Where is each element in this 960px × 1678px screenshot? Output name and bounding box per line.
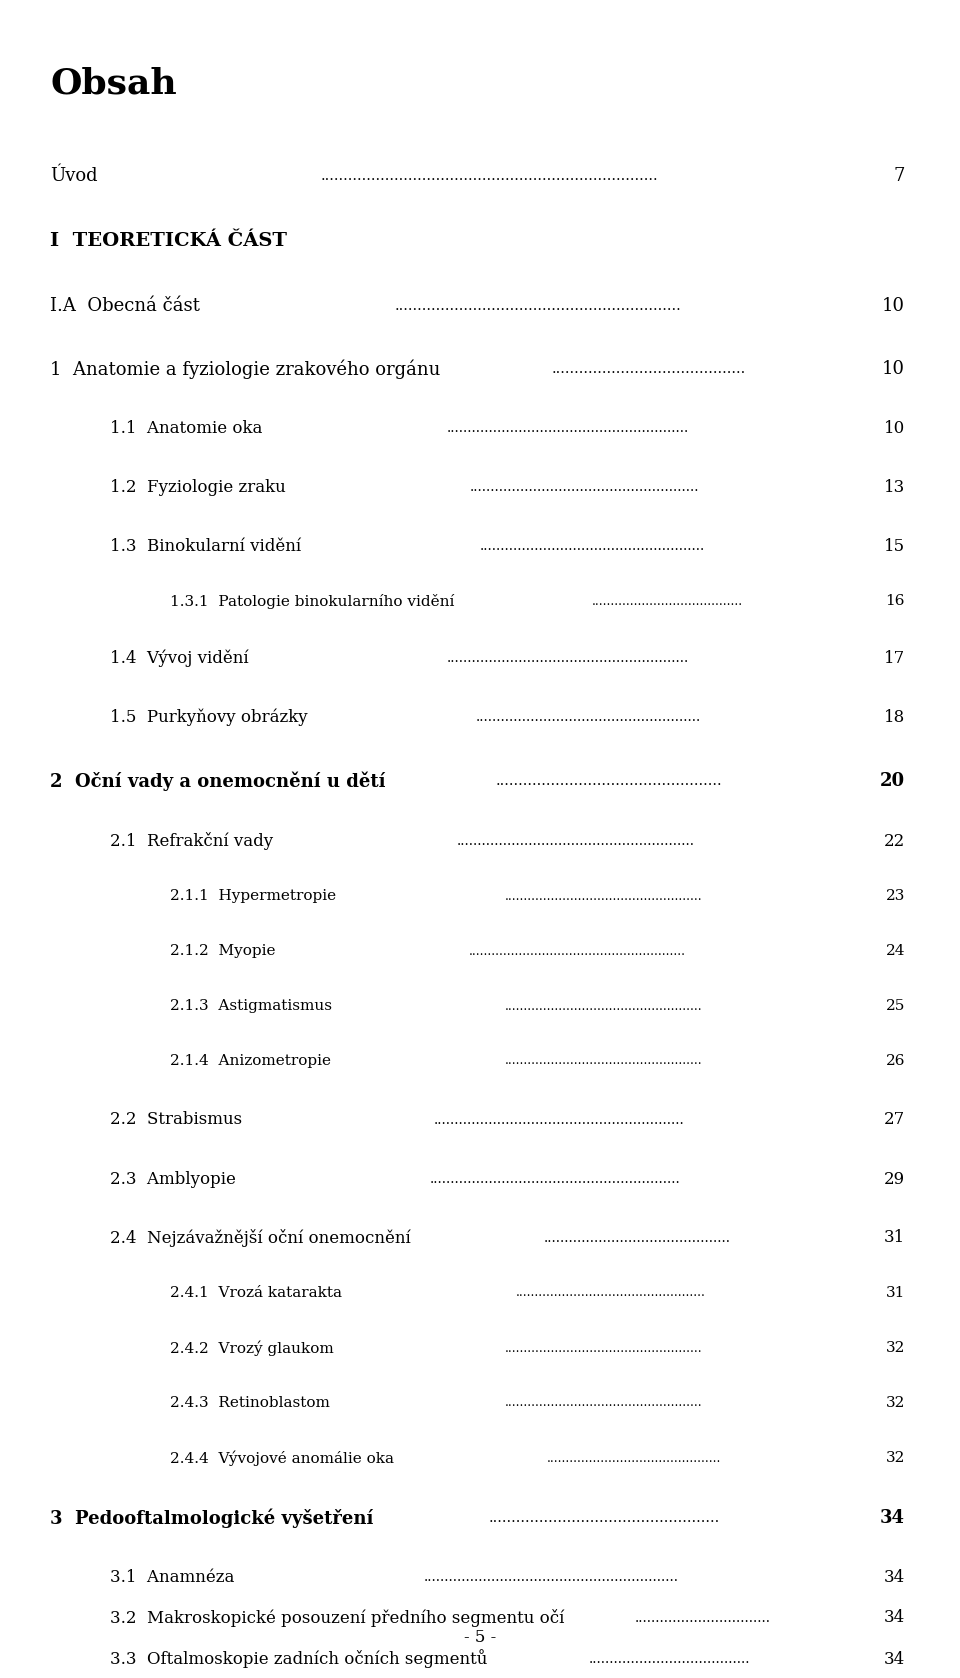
Text: 10: 10 bbox=[882, 361, 905, 378]
Text: 1.5  Purkyňovy obrázky: 1.5 Purkyňovy obrázky bbox=[110, 708, 307, 727]
Text: 25: 25 bbox=[886, 998, 905, 1014]
Text: .................................................: ........................................… bbox=[516, 1287, 707, 1299]
Text: 16: 16 bbox=[885, 594, 905, 607]
Text: ........................................................: ........................................… bbox=[457, 834, 695, 847]
Text: .................................................: ........................................… bbox=[495, 774, 723, 789]
Text: ..........................................: ........................................… bbox=[552, 362, 746, 376]
Text: 22: 22 bbox=[884, 832, 905, 849]
Text: .......................................: ....................................... bbox=[591, 594, 743, 607]
Text: .........................................................: ........................................… bbox=[446, 421, 689, 435]
Text: .........................................................................: ........................................… bbox=[321, 169, 659, 183]
Text: 18: 18 bbox=[884, 708, 905, 725]
Text: 10: 10 bbox=[882, 297, 905, 315]
Text: ...................................................: ........................................… bbox=[505, 889, 703, 903]
Text: 15: 15 bbox=[884, 537, 905, 554]
Text: 24: 24 bbox=[885, 945, 905, 958]
Text: 1.2  Fyziologie zraku: 1.2 Fyziologie zraku bbox=[110, 478, 286, 495]
Text: 7: 7 bbox=[894, 168, 905, 185]
Text: 2.4.4  Vývojové anomálie oka: 2.4.4 Vývojové anomálie oka bbox=[170, 1450, 394, 1467]
Text: 1.3.1  Patologie binokularního vidění: 1.3.1 Patologie binokularního vidění bbox=[170, 594, 454, 609]
Text: 2.1.2  Myopie: 2.1.2 Myopie bbox=[170, 945, 276, 958]
Text: 1.1  Anatomie oka: 1.1 Anatomie oka bbox=[110, 420, 262, 436]
Text: - 5 -: - 5 - bbox=[464, 1629, 496, 1646]
Text: 34: 34 bbox=[884, 1609, 905, 1626]
Text: ...........................................................: ........................................… bbox=[434, 1113, 684, 1128]
Text: 32: 32 bbox=[886, 1451, 905, 1465]
Text: Úvod: Úvod bbox=[50, 168, 98, 185]
Text: 2.4  Nejzávažnější oční onemocnění: 2.4 Nejzávažnější oční onemocnění bbox=[110, 1228, 411, 1247]
Text: 3.1  Anamnéza: 3.1 Anamnéza bbox=[110, 1569, 234, 1586]
Text: .............................................: ........................................… bbox=[546, 1451, 721, 1465]
Text: 1.3  Binokularní vidění: 1.3 Binokularní vidění bbox=[110, 537, 301, 554]
Text: ..................................................: ........................................… bbox=[489, 1510, 720, 1525]
Text: 13: 13 bbox=[884, 478, 905, 495]
Text: 2.2  Strabismus: 2.2 Strabismus bbox=[110, 1111, 242, 1129]
Text: 29: 29 bbox=[884, 1171, 905, 1188]
Text: 1.4  Vývoj vidění: 1.4 Vývoj vidění bbox=[110, 649, 249, 666]
Text: 2  Oční vady a onemocnění u dětí: 2 Oční vady a onemocnění u dětí bbox=[50, 772, 386, 790]
Text: ............................................................: ........................................… bbox=[424, 1571, 679, 1584]
Text: 31: 31 bbox=[884, 1230, 905, 1247]
Text: 2.1.3  Astigmatismus: 2.1.3 Astigmatismus bbox=[170, 998, 332, 1014]
Text: ...................................................: ........................................… bbox=[505, 1341, 703, 1354]
Text: ................................: ................................ bbox=[635, 1611, 770, 1624]
Text: I.A  Obecná část: I.A Obecná část bbox=[50, 297, 200, 315]
Text: 1  Anatomie a fyziologie zrakového orgánu: 1 Anatomie a fyziologie zrakového orgánu bbox=[50, 359, 441, 379]
Text: 34: 34 bbox=[884, 1569, 905, 1586]
Text: ......................................: ...................................... bbox=[588, 1653, 751, 1666]
Text: 2.1  Refrakční vady: 2.1 Refrakční vady bbox=[110, 832, 274, 851]
Text: ...................................................: ........................................… bbox=[505, 1054, 703, 1067]
Text: ......................................................: ........................................… bbox=[469, 480, 699, 493]
Text: 34: 34 bbox=[880, 1509, 905, 1527]
Text: 32: 32 bbox=[886, 1396, 905, 1410]
Text: Obsah: Obsah bbox=[50, 65, 177, 101]
Text: .........................................................: ........................................… bbox=[446, 651, 689, 664]
Text: 2.1.4  Anizometropie: 2.1.4 Anizometropie bbox=[170, 1054, 331, 1067]
Text: 2.1.1  Hypermetropie: 2.1.1 Hypermetropie bbox=[170, 889, 336, 903]
Text: 3.2  Makroskopické posouzení předního segmentu očí: 3.2 Makroskopické posouzení předního seg… bbox=[110, 1609, 564, 1628]
Text: .....................................................: ........................................… bbox=[480, 539, 705, 554]
Text: 26: 26 bbox=[885, 1054, 905, 1067]
Text: 2.4.2  Vrozý glaukom: 2.4.2 Vrozý glaukom bbox=[170, 1341, 334, 1356]
Text: ............................................: ........................................… bbox=[543, 1232, 731, 1245]
Text: 31: 31 bbox=[886, 1285, 905, 1300]
Text: ...........................................................: ........................................… bbox=[430, 1171, 681, 1186]
Text: ...................................................: ........................................… bbox=[505, 1000, 703, 1012]
Text: 10: 10 bbox=[884, 420, 905, 436]
Text: ...................................................: ........................................… bbox=[505, 1396, 703, 1410]
Text: 34: 34 bbox=[884, 1651, 905, 1668]
Text: .....................................................: ........................................… bbox=[475, 710, 701, 723]
Text: 3  Pedooftalmologické vyšetření: 3 Pedooftalmologické vyšetření bbox=[50, 1509, 373, 1527]
Text: 2.3  Amblyopie: 2.3 Amblyopie bbox=[110, 1171, 236, 1188]
Text: I  TEORETICKÁ ČÁST: I TEORETICKÁ ČÁST bbox=[50, 232, 287, 250]
Text: 2.4.3  Retinoblastom: 2.4.3 Retinoblastom bbox=[170, 1396, 330, 1410]
Text: 3.3  Oftalmoskopie zadních očních segmentů: 3.3 Oftalmoskopie zadních očních segment… bbox=[110, 1649, 488, 1668]
Text: ..............................................................: ........................................… bbox=[395, 299, 682, 314]
Text: 17: 17 bbox=[884, 649, 905, 666]
Text: 23: 23 bbox=[886, 889, 905, 903]
Text: 20: 20 bbox=[880, 772, 905, 790]
Text: 32: 32 bbox=[886, 1341, 905, 1356]
Text: ........................................................: ........................................… bbox=[469, 945, 686, 958]
Text: 2.4.1  Vrozá katarakta: 2.4.1 Vrozá katarakta bbox=[170, 1285, 342, 1300]
Text: 27: 27 bbox=[884, 1111, 905, 1129]
